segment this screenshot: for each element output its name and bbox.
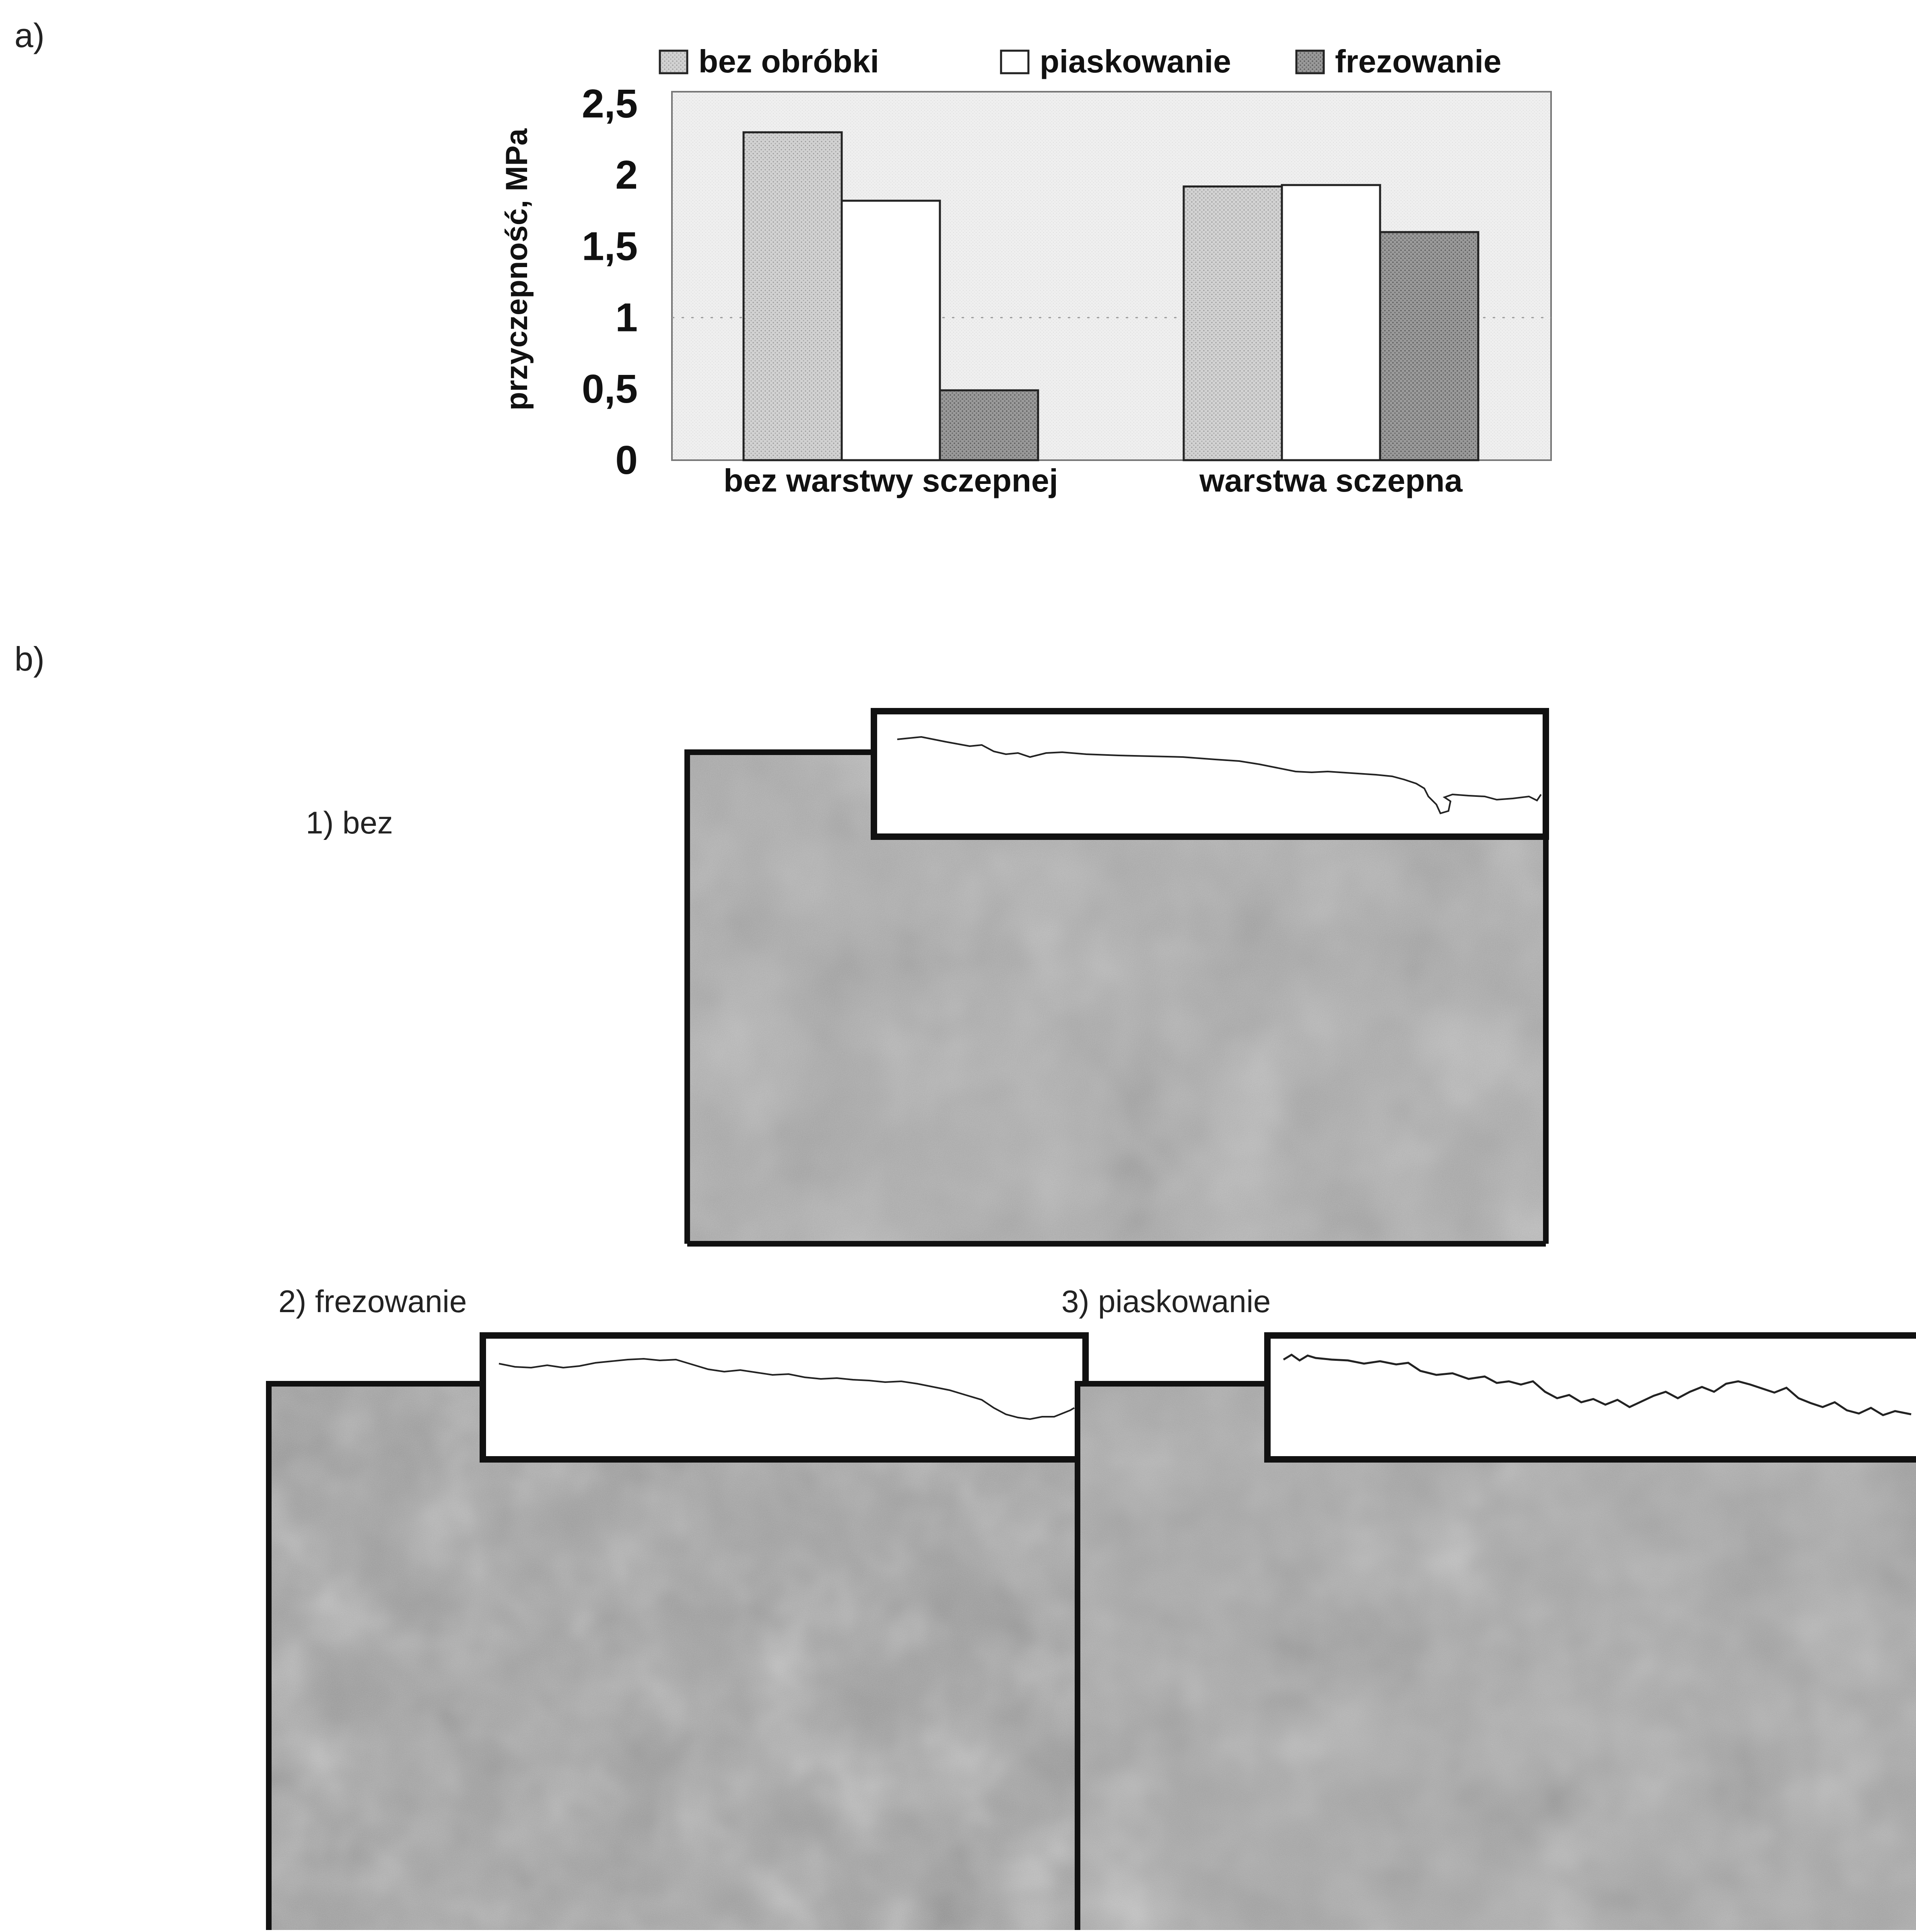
micrograph-3-label: 3) piaskowanie — [1061, 1284, 1271, 1319]
micrograph-1-profile-inset — [871, 708, 1549, 840]
panel-b-label: b) — [14, 640, 45, 678]
y-tick-label: 2 — [615, 152, 638, 198]
micrograph-2-label: 2) frezowanie — [278, 1284, 467, 1319]
adhesion-bar-chart: 0 0,5 1 1,5 2 2,5 bez warstwy sczepnej warstwa… — [500, 43, 1552, 498]
bar-frezowanie — [939, 389, 1039, 461]
bar-piaskowanie — [841, 200, 941, 461]
bar-bez-obróbki — [1183, 185, 1283, 461]
micrograph-1 — [684, 708, 1549, 1247]
legend-label: piaskowanie — [1040, 43, 1231, 79]
y-tick-label: 0 — [615, 438, 638, 483]
micrograph-2-profile-line — [499, 1358, 1075, 1420]
x-category-label: bez warstwy sczepnej — [723, 463, 1058, 498]
bar-piaskowanie — [1281, 184, 1381, 461]
legend-swatch — [1000, 49, 1030, 74]
bar-bez-obróbki — [742, 131, 843, 461]
micrograph-1-label: 1) bez — [306, 805, 393, 840]
micrograph-3-profile-inset — [1264, 1332, 1916, 1463]
panel-a-label: a) — [14, 16, 45, 54]
legend-swatch — [659, 49, 688, 74]
micrograph-3-profile-line — [1283, 1354, 1912, 1416]
micrograph-2-profile-inset — [480, 1332, 1089, 1463]
y-axis-label: przyczepność, MPa — [500, 128, 534, 411]
micrograph-1-profile-line — [897, 736, 1542, 815]
legend-label: bez obróbki — [698, 43, 879, 79]
micrograph-3 — [1074, 1331, 1916, 1930]
x-category-label: warstwa sczepna — [1199, 463, 1463, 498]
bar-frezowanie — [1379, 231, 1479, 461]
legend-swatch — [1295, 49, 1325, 74]
y-tick-label: 1 — [615, 295, 638, 340]
legend-label: frezowanie — [1335, 43, 1501, 79]
micrograph-2 — [266, 1327, 1090, 1930]
y-tick-label: 2,5 — [582, 81, 638, 126]
y-tick-label: 1,5 — [582, 224, 638, 269]
y-tick-label: 0,5 — [582, 366, 638, 412]
